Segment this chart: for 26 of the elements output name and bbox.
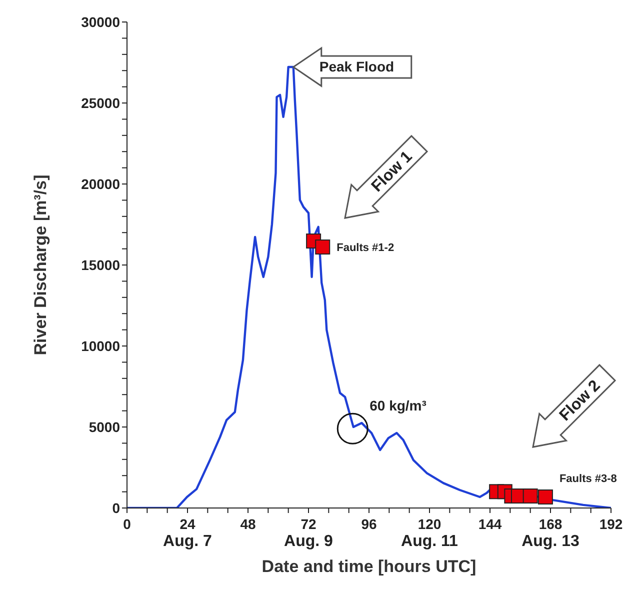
x-axis-title: Date and time [hours UTC] xyxy=(262,557,476,576)
y-tick-label: 0 xyxy=(112,500,120,516)
point xyxy=(538,489,553,504)
x-tick-label: 144 xyxy=(478,516,502,532)
y-tick-label: 15000 xyxy=(81,256,120,273)
x-tick-label: 192 xyxy=(599,516,623,532)
annotation: Faults #3-8 xyxy=(559,472,617,485)
point xyxy=(522,488,538,504)
x-tick-label: 168 Aug. 13 xyxy=(522,516,580,550)
x-tick-label: 24 Aug. 7 xyxy=(163,516,212,550)
x-tick-label: 96 xyxy=(361,516,377,532)
x-tick-label: 48 xyxy=(240,516,256,532)
x-tick-label: 0 xyxy=(123,516,132,532)
y-tick-label: 30000 xyxy=(81,14,120,30)
x-tick-label: 120 Aug. 11 xyxy=(401,516,458,550)
y-axis-title: River Discharge [m³/s] xyxy=(31,174,50,356)
y-tick-label: 20000 xyxy=(81,176,120,192)
annotation: Peak Flood xyxy=(319,58,394,75)
point xyxy=(315,240,330,255)
x-tick-label: 72 Aug. 9 xyxy=(284,516,334,550)
annotation: 60 kg/m³ xyxy=(370,397,427,414)
annotation: Faults #1-2 xyxy=(336,242,394,254)
y-tick-label: 5000 xyxy=(88,418,120,435)
y-tick-label: 10000 xyxy=(81,338,120,354)
y-tick-label: 25000 xyxy=(81,94,120,111)
arrow: Peak Flood xyxy=(292,46,412,88)
